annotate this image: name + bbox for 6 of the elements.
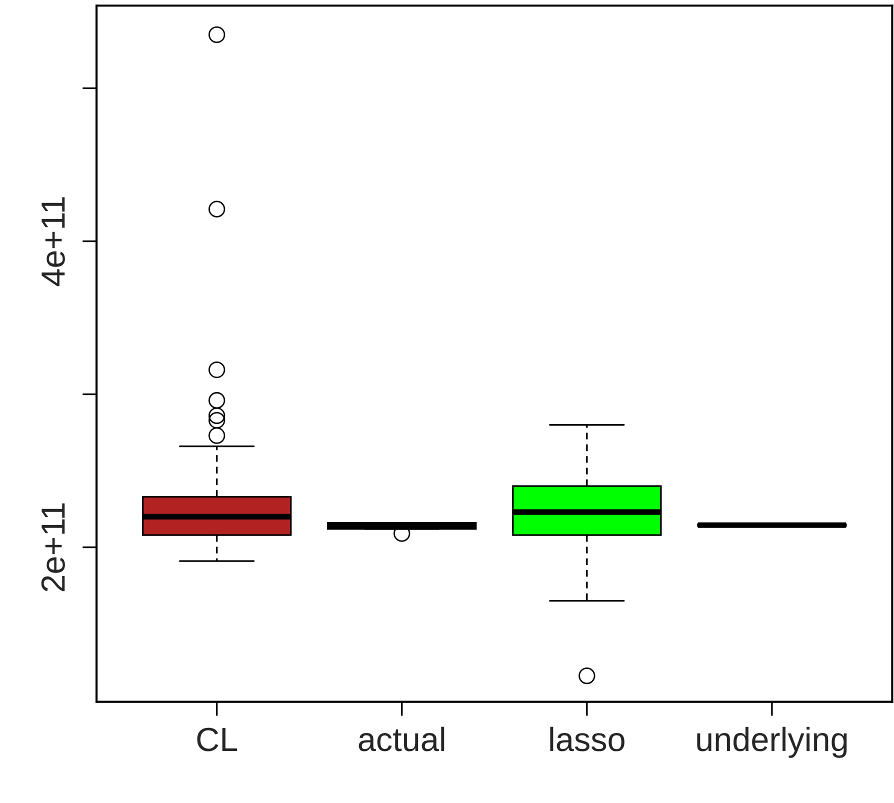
x-tick-label: lasso [550,726,624,752]
x-tick-label: underlying [697,726,847,758]
y-tick-label: 2e+11 [41,503,65,592]
x-tick-label: CL [197,728,238,752]
y-tick-label: 4e+11 [42,197,65,286]
x-tick-label: actual [358,726,444,752]
